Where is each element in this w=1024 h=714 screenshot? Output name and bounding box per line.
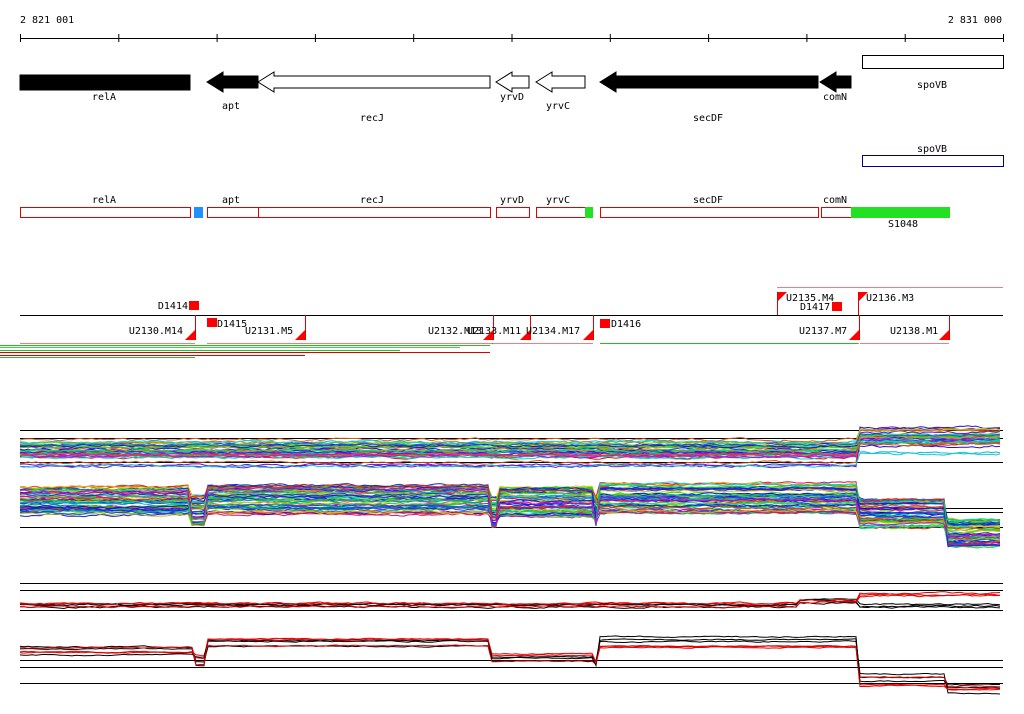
profile-line (19, 494, 1001, 539)
profile-line (19, 441, 1001, 454)
segment-label: D1417 (800, 302, 830, 313)
gene-arrow (257, 71, 491, 93)
feature-box (20, 207, 191, 218)
feature-label: relA (92, 195, 116, 206)
profile-line (19, 433, 1001, 447)
segment-marker (189, 301, 199, 310)
feature-label: yrvD (500, 195, 524, 206)
profile-line (19, 635, 1001, 689)
gene-box (19, 74, 191, 91)
feature-label: yrvC (546, 195, 570, 206)
segment-marker (207, 318, 217, 327)
profile-line (19, 451, 1001, 469)
segment-label: U2134.M17 (526, 326, 580, 337)
profile-line (19, 485, 1001, 533)
profile-line (19, 443, 1001, 449)
profile-line (19, 439, 1000, 445)
segment-label: D1415 (217, 319, 247, 330)
profile-line (19, 594, 1001, 609)
segment-label: U2135.M4 (786, 293, 834, 304)
profile-line (19, 442, 1001, 458)
segment-label: U2136.M3 (866, 293, 914, 304)
gene-label: apt (222, 101, 240, 112)
gene-box (862, 55, 1004, 69)
profile-line (19, 428, 1001, 443)
profile-line (19, 483, 1001, 530)
feature-label: S1048 (888, 219, 918, 230)
segment-label: U2130.M14 (129, 326, 183, 337)
profile-line (19, 644, 1001, 688)
segment-marker (777, 292, 787, 302)
gene-arrow (599, 71, 819, 93)
profile-line (19, 638, 1001, 686)
profile-line (20, 494, 1001, 540)
segment-label: D1414 (158, 301, 188, 312)
segment-label: D1416 (611, 319, 641, 330)
segment-marker (185, 330, 195, 340)
feature-label: secDF (693, 195, 723, 206)
segment-marker (583, 330, 593, 340)
profile-line (19, 491, 1001, 542)
annotation-box (862, 155, 1004, 167)
profile-line (19, 430, 1001, 455)
profile-line (19, 481, 1001, 528)
segment-label: U2132.M13 (428, 326, 482, 337)
segment-marker (483, 330, 493, 340)
segment-label: U2138.M1 (890, 326, 938, 337)
segment-marker (849, 330, 859, 340)
profile-line (19, 487, 1001, 539)
gene-label: secDF (693, 113, 723, 124)
segment-label: U2133.M11 (467, 326, 521, 337)
segment-label: U2137.M7 (799, 326, 847, 337)
gene-label: recJ (360, 113, 384, 124)
annotation-label: spoVB (917, 144, 947, 155)
gene-label: yrvC (546, 101, 570, 112)
feature-label: comN (823, 195, 847, 206)
gene-label: comN (823, 92, 847, 103)
ruler-start: 2 821 001 (20, 15, 74, 26)
profile-line (19, 638, 1001, 691)
segment-marker (600, 319, 610, 328)
gene-arrow (495, 71, 530, 93)
profile-line (19, 485, 1001, 538)
segment-label: U2131.M5 (245, 326, 293, 337)
feature-label: apt (222, 195, 240, 206)
profile-line (19, 489, 1001, 547)
feature-label: recJ (360, 195, 384, 206)
gene-arrow (819, 71, 852, 93)
profile-line (19, 487, 1001, 548)
ruler-end: 2 831 000 (948, 15, 1002, 26)
profile-line (19, 487, 1001, 524)
profile-line (19, 428, 1001, 465)
feature-marker (194, 207, 203, 218)
feature-marker (585, 207, 593, 218)
gene-label: yrvD (500, 92, 524, 103)
feature-box (496, 207, 530, 218)
feature-box (258, 207, 491, 218)
segment-marker (832, 302, 842, 311)
segment-marker (295, 330, 305, 340)
segment-marker (858, 292, 868, 302)
profile-line (20, 484, 1001, 539)
segment-marker (520, 330, 530, 340)
segment-marker (939, 330, 949, 340)
gene-label: relA (92, 92, 116, 103)
profile-line (19, 490, 1001, 530)
profile-line (19, 490, 1001, 547)
gene-label: spoVB (917, 80, 947, 91)
feature-box (600, 207, 819, 218)
profile-line (19, 637, 1001, 691)
feature-box (851, 207, 950, 218)
gene-arrow (535, 71, 586, 93)
